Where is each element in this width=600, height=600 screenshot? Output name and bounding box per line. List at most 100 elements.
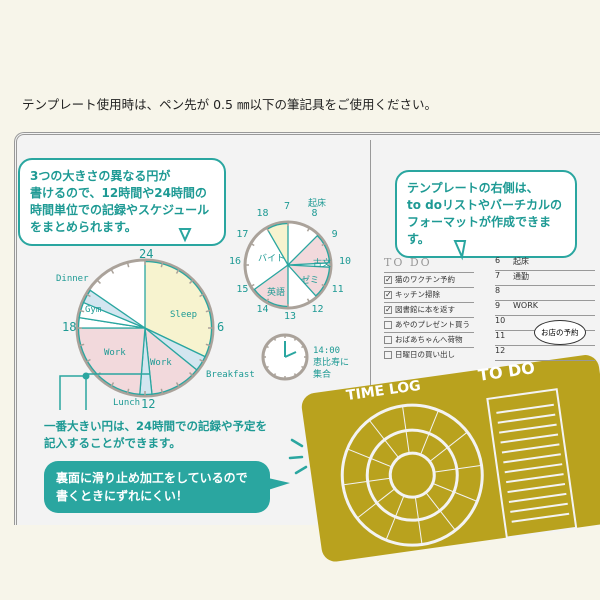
text-line: 14:00 [313,346,341,356]
feature-bubble-right-side: テンプレートの右側は、 to doリストやバーチカルの フォーマットが作成できま… [395,170,577,258]
tick [79,343,85,347]
label-work: Work [104,348,126,358]
schedule-row: 12 [495,346,595,361]
hour: 6 [495,256,501,265]
hour-number: 18 [256,208,269,220]
text-line: to doリストやバーチカルの [407,198,562,212]
hour-number: 7 [284,201,291,212]
tick-label-24: 24 [139,247,154,261]
hour: 9 [495,301,501,310]
anti-slip-bubble: 裏面に滑り止め加工をしているので 書くときにずれにくい！ [44,461,270,513]
checkbox[interactable] [384,336,392,344]
tick [85,293,91,298]
label-baito: バイト [258,254,286,264]
tick [250,242,255,247]
label-lunch: Lunch [113,398,141,408]
hour-number: 15 [236,283,249,295]
tick [265,227,270,232]
tick [301,345,305,349]
todo-item: ✓ 図書館に本を返す [384,302,474,317]
tick [189,372,194,377]
tick [293,337,297,341]
hour-number: 9 [331,228,338,240]
checkbox[interactable]: ✓ [384,275,392,284]
hour-number: 14 [256,303,269,315]
todo-title: TO DO [384,256,432,269]
todo-text: あやのプレゼント買う [395,320,470,329]
tick [110,268,115,274]
sector-work [77,327,146,395]
tick [265,345,269,349]
gold-template [301,355,600,562]
todo-text: 図書館に本を返す [395,305,455,314]
hour: 10 [495,316,506,325]
analog-clock [261,333,309,381]
schedule-row: 7 通勤 [495,271,595,286]
hour-number: 13 [284,311,297,322]
sector [286,264,331,297]
tick [189,279,194,284]
tick [205,309,211,313]
text-line: フォーマットが作成できます。 [407,215,552,246]
checkbox[interactable] [384,321,392,329]
todo-item: ✓ キッチン掃除 [384,287,474,302]
tick [160,262,164,268]
schedule-row: 11 [495,331,595,346]
hour-number: 16 [229,256,242,267]
label-zemi: ゼミ [301,276,320,286]
tick [199,358,205,363]
tick [321,242,326,247]
entry: WORK [513,301,539,310]
label-sleep: Sleep [170,310,198,320]
tick [321,283,326,288]
text-line: をまとめられます。 [30,220,137,234]
todo-text: キッチン掃除 [395,290,440,299]
tick [306,227,311,232]
schedule-row: 6 起床 [495,256,595,271]
tick [265,365,269,369]
label-work: Work [150,358,172,368]
hour: 8 [495,286,501,295]
text-line: 集合 [313,370,332,380]
todo-item: ✓ 猫のワクチン予約 [384,272,474,287]
tick [110,382,115,388]
text-line: 時間単位での記録やスケジュール [30,203,210,217]
tick [273,373,277,377]
label-kobun: 古文 [313,259,332,269]
text-line: 書くときにずれにくい！ [56,489,188,503]
todo-text: 日曜日の買い出し [395,350,455,359]
tick [273,337,277,341]
tick [293,373,297,377]
tick-label-6: 6 [217,320,225,334]
todo-list: TO DO ✓ 猫のワクチン予約 ✓ キッチン掃除 ✓ 図書館に本を返す あやのプレゼント買… [384,256,474,362]
tick [160,388,164,394]
hour-number: 12 [311,303,324,315]
text-line: 一番大きい円は、24時間での記録や予定を [44,419,268,433]
hour-number: 10 [339,256,352,267]
sector [286,234,331,266]
big-circle-note: 一番大きい円は、24時間での記録や予定を 記入することができます。 [44,418,267,452]
checkbox[interactable]: ✓ [384,305,392,314]
todo-text: 猫のワクチン予約 [395,275,455,284]
checkbox[interactable]: ✓ [384,290,392,299]
usage-notice: テンプレート使用時は、ペン先が 0.5 ㎜以下の筆記具をご使用ください。 [22,97,437,112]
hour: 12 [495,346,506,355]
entry: 通勤 [513,272,529,281]
tick [126,262,130,268]
sector-dinner [82,289,146,329]
schedule-row: 8 [495,286,595,301]
notebook-spine [370,140,371,525]
hour-number: 11 [331,283,344,295]
schedule-row: 9 WORK [495,301,595,316]
tick [175,382,180,388]
label-breakfast: Breakfast [206,370,255,380]
vertical-schedule: 6 起床 7 通勤 8 9 WORK 10 11 12 [495,256,595,361]
tick [175,268,180,274]
todo-text: おばあちゃんへ荷物 [395,335,463,344]
todo-item: 日曜日の買い出し [384,347,474,362]
checkbox[interactable] [384,351,392,359]
tick [265,298,270,303]
text-line: 書けるので、12時間や24時間の [30,186,207,200]
hour-hand [284,351,297,358]
tick [306,298,311,303]
